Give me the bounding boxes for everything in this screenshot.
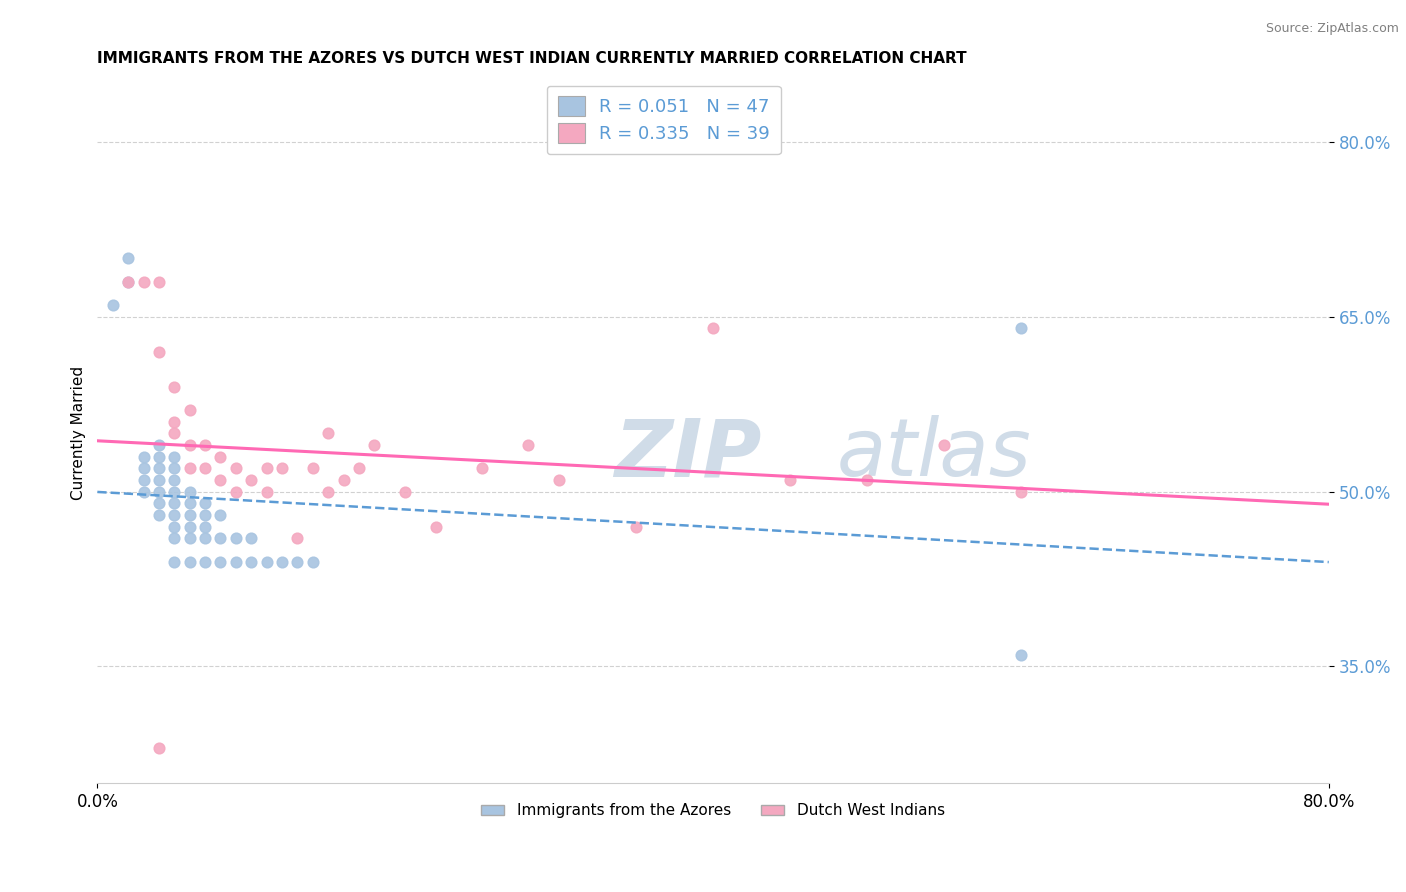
Point — [148, 344, 170, 359]
Point — [132, 461, 155, 475]
Point — [932, 438, 955, 452]
Point — [209, 555, 232, 569]
Point — [163, 531, 186, 545]
Text: ZIP: ZIP — [614, 416, 762, 493]
Point — [163, 379, 186, 393]
Point — [517, 438, 540, 452]
Point — [179, 461, 201, 475]
Point — [179, 531, 201, 545]
Point — [194, 461, 217, 475]
Point — [148, 275, 170, 289]
Point — [132, 484, 155, 499]
Point — [132, 473, 155, 487]
Point — [1010, 321, 1032, 335]
Point — [179, 438, 201, 452]
Point — [209, 531, 232, 545]
Point — [240, 531, 263, 545]
Point — [163, 450, 186, 464]
Point — [194, 508, 217, 522]
Point — [148, 741, 170, 756]
Point — [163, 473, 186, 487]
Point — [163, 496, 186, 510]
Point — [117, 252, 139, 266]
Point — [179, 403, 201, 417]
Point — [287, 531, 309, 545]
Legend: Immigrants from the Azores, Dutch West Indians: Immigrants from the Azores, Dutch West I… — [475, 797, 950, 824]
Point — [302, 555, 325, 569]
Point — [163, 508, 186, 522]
Point — [148, 508, 170, 522]
Point — [194, 438, 217, 452]
Point — [148, 461, 170, 475]
Point — [271, 461, 294, 475]
Point — [256, 484, 278, 499]
Point — [179, 496, 201, 510]
Point — [209, 450, 232, 464]
Point — [287, 555, 309, 569]
Point — [101, 298, 124, 312]
Point — [132, 275, 155, 289]
Text: atlas: atlas — [837, 416, 1031, 493]
Point — [225, 531, 247, 545]
Point — [471, 461, 494, 475]
Point — [148, 450, 170, 464]
Point — [117, 275, 139, 289]
Point — [209, 473, 232, 487]
Point — [856, 473, 879, 487]
Y-axis label: Currently Married: Currently Married — [72, 367, 86, 500]
Point — [394, 484, 416, 499]
Point — [148, 496, 170, 510]
Point — [624, 519, 647, 533]
Point — [347, 461, 370, 475]
Point — [702, 321, 724, 335]
Point — [240, 555, 263, 569]
Point — [179, 555, 201, 569]
Point — [163, 555, 186, 569]
Point — [240, 473, 263, 487]
Point — [425, 519, 447, 533]
Point — [179, 508, 201, 522]
Point — [256, 461, 278, 475]
Point — [209, 508, 232, 522]
Point — [194, 555, 217, 569]
Point — [779, 473, 801, 487]
Point — [179, 484, 201, 499]
Point — [316, 484, 339, 499]
Point — [225, 461, 247, 475]
Point — [132, 450, 155, 464]
Point — [1010, 648, 1032, 662]
Point — [194, 496, 217, 510]
Point — [117, 275, 139, 289]
Point — [148, 473, 170, 487]
Point — [225, 484, 247, 499]
Point — [194, 531, 217, 545]
Point — [363, 438, 385, 452]
Point — [148, 438, 170, 452]
Point — [548, 473, 571, 487]
Point — [271, 555, 294, 569]
Point — [163, 519, 186, 533]
Point — [194, 519, 217, 533]
Point — [316, 426, 339, 441]
Point — [179, 519, 201, 533]
Point — [302, 461, 325, 475]
Point — [256, 555, 278, 569]
Point — [163, 484, 186, 499]
Point — [332, 473, 354, 487]
Point — [148, 484, 170, 499]
Point — [163, 461, 186, 475]
Point — [225, 555, 247, 569]
Point — [163, 426, 186, 441]
Point — [163, 415, 186, 429]
Text: Source: ZipAtlas.com: Source: ZipAtlas.com — [1265, 22, 1399, 36]
Point — [1010, 484, 1032, 499]
Text: IMMIGRANTS FROM THE AZORES VS DUTCH WEST INDIAN CURRENTLY MARRIED CORRELATION CH: IMMIGRANTS FROM THE AZORES VS DUTCH WEST… — [97, 51, 967, 66]
